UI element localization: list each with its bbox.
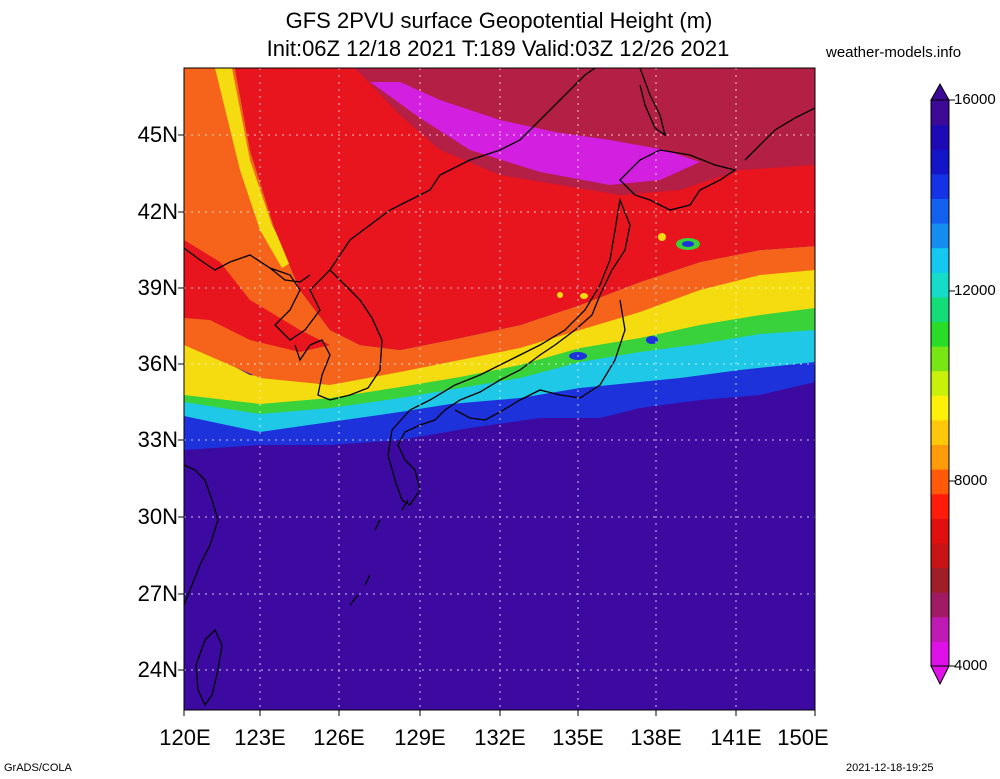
colorbar-cell	[931, 419, 949, 446]
lat-label: 33N	[137, 427, 178, 452]
coast-kurils	[744, 107, 815, 161]
coast-kyushu-islands	[349, 499, 409, 606]
lat-label: 42N	[137, 199, 178, 224]
field-yellow-jet	[215, 68, 292, 268]
colorbar-label: 8000	[954, 472, 988, 489]
lon-label: 135E	[552, 725, 604, 750]
coast-sakhalin	[639, 68, 667, 137]
colorbar-cell	[931, 641, 949, 667]
colorbar-cell	[931, 346, 949, 372]
coast-korea	[294, 269, 383, 401]
colorbar-cell	[931, 296, 949, 322]
lat-label: 24N	[137, 657, 178, 682]
field-spot-6	[580, 293, 588, 299]
colorbar-label: 16000	[954, 91, 996, 108]
coast-honshu	[387, 197, 631, 506]
coast-taiwan	[195, 628, 223, 707]
coast-hokkaido	[619, 149, 737, 211]
field-spot-2	[646, 336, 658, 344]
lat-label: 30N	[137, 504, 178, 529]
colorbar-cell	[931, 395, 949, 421]
lon-label: 138E	[630, 725, 682, 750]
site-credit: weather-models.info	[826, 44, 962, 61]
axis-ticks	[178, 134, 816, 716]
coast-china-korea	[184, 68, 596, 341]
field-maroon	[355, 68, 815, 195]
lat-label: 39N	[137, 275, 178, 300]
colorbar-label: 12000	[954, 282, 996, 299]
lon-label: 126E	[313, 725, 365, 750]
colorbar-cell	[931, 149, 949, 175]
coast-china-south	[184, 464, 219, 606]
gridlines	[184, 68, 815, 710]
colorbar-cell	[931, 198, 949, 224]
field-spot-7	[557, 292, 563, 298]
coast-shandong	[269, 267, 311, 283]
chart-subtitle: Init:06Z 12/18 2021 T:189 Valid:03Z 12/2…	[266, 36, 730, 61]
lon-label: 120E	[159, 725, 211, 750]
field-magenta	[370, 82, 700, 185]
lon-label: 123E	[234, 725, 286, 750]
colorbar-frame	[930, 99, 950, 667]
colorbar-cell	[931, 272, 949, 298]
coastlines	[184, 68, 815, 707]
lon-label: 141E	[710, 725, 762, 750]
colorbar-cell	[931, 247, 949, 273]
colorbar-cell	[931, 493, 949, 519]
chart-title: GFS 2PVU surface Geopotential Height (m)	[285, 8, 713, 33]
field-orange	[184, 68, 815, 385]
colorbar-top-arrow	[930, 82, 950, 101]
field-red-west	[184, 240, 330, 352]
colorbar-ticks	[949, 99, 955, 667]
lon-label: 150E	[777, 725, 829, 750]
footer-software: GrADS/COLA	[4, 762, 72, 774]
colorbar-cell	[931, 567, 949, 593]
colorbar-cell	[931, 370, 949, 396]
coast-honshu-south	[454, 299, 626, 421]
colorbar-cell	[931, 469, 949, 495]
colorbar-cell	[931, 100, 949, 126]
colorbar-bottom-arrow	[930, 665, 950, 686]
colorbar-cell	[931, 223, 949, 249]
colorbar-cell	[931, 616, 949, 642]
colorbar-cell	[931, 173, 949, 199]
field-spot-5	[658, 233, 666, 241]
colorbar-cell	[931, 321, 949, 347]
lat-label: 36N	[137, 351, 178, 376]
colorbar-cell	[931, 444, 949, 470]
colorbar-cell	[931, 592, 949, 618]
colorbar-label: 4000	[954, 657, 988, 674]
field-spot-4	[682, 241, 694, 247]
lon-label: 132E	[474, 725, 526, 750]
footer-timestamp: 2021-12-18-19:25	[846, 762, 934, 774]
lat-label: 45N	[137, 122, 178, 147]
lat-label: 27N	[137, 581, 178, 606]
lon-label: 129E	[394, 725, 446, 750]
colorbar-cell	[931, 124, 949, 150]
colorbar-cell	[931, 518, 949, 544]
colorbar-cell	[931, 542, 949, 569]
